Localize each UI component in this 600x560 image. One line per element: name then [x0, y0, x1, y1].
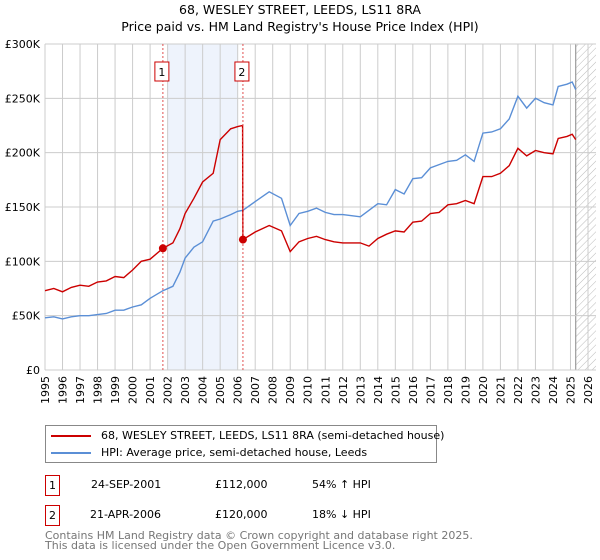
x-tick-label: 2019	[459, 376, 472, 404]
y-tick-label: £200K	[5, 147, 41, 160]
sale-row: 2 21-APR-2006 £120,000 18% ↓ HPI	[45, 505, 445, 526]
sale-hpi: 54% ↑ HPI	[312, 478, 371, 491]
sale-label: 1	[158, 66, 165, 79]
x-tick-label: 2002	[162, 376, 175, 404]
y-tick-label: £0	[26, 364, 40, 377]
x-tick-label: 2020	[477, 376, 490, 404]
x-tick-label: 2008	[267, 376, 280, 404]
sale-price: £120,000	[215, 508, 268, 521]
x-tick-label: 2003	[179, 376, 192, 404]
x-tick-label: 2006	[232, 376, 245, 404]
x-tick-label: 2024	[547, 376, 560, 404]
legend-item-hpi: HPI: Average price, semi-detached house,…	[51, 446, 367, 459]
price-paid-line	[44, 124, 577, 293]
sale-date: 21-APR-2006	[90, 508, 162, 521]
x-tick-label: 2015	[389, 376, 402, 404]
legend-item-property: 68, WESLEY STREET, LEEDS, LS11 8RA (semi…	[51, 429, 444, 442]
legend-label: 68, WESLEY STREET, LEEDS, LS11 8RA (semi…	[101, 429, 445, 442]
sale-point	[158, 244, 167, 253]
legend-swatch-red	[51, 435, 91, 437]
x-tick-label: 2023	[529, 376, 542, 404]
x-tick-label: 2005	[214, 376, 227, 404]
y-tick-label: £100K	[5, 255, 41, 268]
x-tick-label: 2026	[582, 376, 595, 404]
hpi-line	[44, 81, 577, 320]
x-tick-label: 2007	[249, 376, 262, 404]
x-tick-label: 2014	[372, 376, 385, 404]
x-tick-label: 2009	[284, 376, 297, 404]
sale-date: 24-SEP-2001	[91, 478, 162, 491]
x-tick-label: 1999	[109, 376, 122, 404]
x-tick-label: 2022	[512, 376, 525, 404]
x-tick-label: 2012	[337, 376, 350, 404]
sale-hpi: 18% ↓ HPI	[312, 508, 371, 521]
x-tick-label: 1997	[74, 376, 87, 404]
y-tick-label: £300K	[5, 38, 41, 51]
legend: 68, WESLEY STREET, LEEDS, LS11 8RA (semi…	[45, 425, 444, 463]
y-tick-label: £50K	[12, 310, 41, 323]
footer-licence: This data is licensed under the Open Gov…	[45, 539, 396, 552]
footer-copyright: Contains HM Land Registry data © Crown c…	[45, 529, 473, 542]
legend-swatch-blue	[51, 452, 91, 454]
x-tick-label: 2010	[302, 376, 315, 404]
chart-title: 68, WESLEY STREET, LEEDS, LS11 8RA	[179, 2, 421, 17]
x-tick-label: 2011	[319, 376, 332, 404]
sale-label-box	[154, 61, 170, 82]
sale-label-box	[234, 61, 250, 82]
sale-point	[238, 235, 247, 244]
x-tick-label: 1998	[92, 376, 105, 404]
x-tick-label: 2004	[197, 376, 210, 404]
chart-subtitle: Price paid vs. HM Land Registry's House …	[121, 19, 478, 34]
y-tick-label: £250K	[5, 92, 41, 105]
sale-row: 1 24-SEP-2001 £112,000 54% ↑ HPI	[45, 475, 445, 496]
sale-price: £112,000	[215, 478, 268, 491]
x-tick-label: 1996	[57, 376, 70, 404]
x-tick-label: 2017	[424, 376, 437, 404]
x-tick-label: 2001	[144, 376, 157, 404]
legend-label: HPI: Average price, semi-detached house,…	[101, 446, 368, 459]
x-tick-label: 2013	[354, 376, 367, 404]
y-tick-label: £150K	[5, 201, 41, 214]
sale-marker: 1	[45, 475, 60, 496]
x-tick-label: 1995	[39, 376, 52, 404]
sale-label: 2	[238, 66, 245, 79]
footer: Contains HM Land Registry data © Crown c…	[45, 529, 473, 552]
x-tick-label: 2018	[442, 376, 455, 404]
x-tick-label: 2021	[494, 376, 507, 404]
price-chart: 68, WESLEY STREET, LEEDS, LS11 8RA Price…	[5, 2, 596, 404]
x-tick-label: 2025	[564, 376, 577, 404]
sale-marker: 2	[45, 505, 60, 526]
x-tick-label: 2000	[127, 376, 140, 404]
x-tick-label: 2016	[407, 376, 420, 404]
